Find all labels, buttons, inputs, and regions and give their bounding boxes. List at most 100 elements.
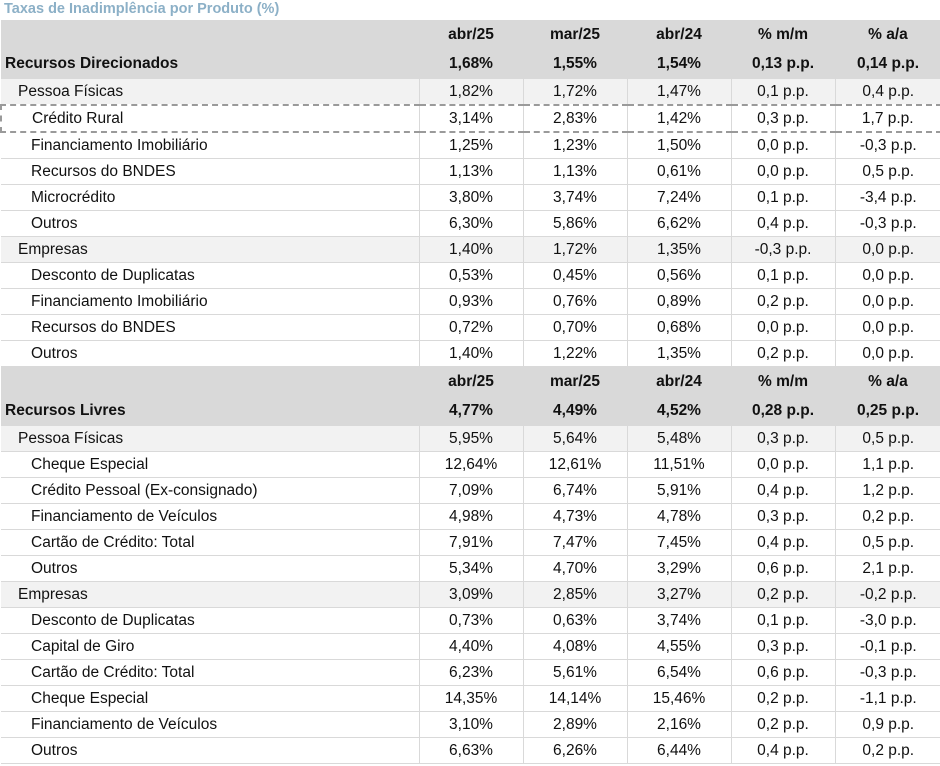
- table-row-value-1: 4,73%: [522, 503, 627, 530]
- table-row: Outros 1,40% 1,22% 1,35% 0,2 p.p. 0,0 p.p.: [1, 340, 940, 367]
- section-row-value-2: 4,52%: [627, 396, 731, 426]
- table-row-value-1: 4,08%: [522, 633, 627, 660]
- table-row-value-0: 0,53%: [418, 262, 523, 289]
- group-row-value-4: 0,0 p.p.: [834, 236, 940, 263]
- section-row-value-3: 0,28 p.p.: [731, 396, 835, 426]
- table-row: Recursos do BNDES 0,72% 0,70% 0,68% 0,0 p.p.…: [1, 314, 940, 341]
- table-row-value-3: 0,3 p.p.: [730, 633, 835, 660]
- table-row-label: Outros: [1, 340, 419, 367]
- section-row-value-0: 1,68%: [419, 49, 523, 79]
- group-row-value-4: 0,4 p.p.: [834, 79, 940, 106]
- table-row-value-2: 4,55%: [626, 633, 731, 660]
- column-header-row-value-1: mar/25: [523, 366, 627, 396]
- table-row-value-2: 6,54%: [626, 659, 731, 686]
- table-row-value-4: 0,2 p.p.: [834, 737, 940, 764]
- table-row-value-2: 11,51%: [626, 451, 731, 478]
- table-row-value-4: -0,1 p.p.: [834, 633, 940, 660]
- table-row-value-4: 0,5 p.p.: [834, 158, 940, 185]
- section-row-value-1: 1,55%: [523, 49, 627, 79]
- group-row-value-2: 1,35%: [626, 236, 731, 263]
- default-rates-table: abr/25 mar/25 abr/24% m/m% a/a Recursos Dir…: [0, 20, 940, 764]
- table-row-value-3: 0,1 p.p.: [730, 184, 835, 211]
- table-row-value-0: 3,80%: [418, 184, 523, 211]
- table-row: Desconto de Duplicatas 0,53% 0,45% 0,56% 0,1…: [1, 262, 940, 289]
- table-row-value-0: 4,40%: [418, 633, 523, 660]
- table-row-value-1: 1,23%: [522, 132, 627, 159]
- column-header-row-value-3: % m/m: [731, 20, 835, 49]
- group-row-label: Pessoa Físicas: [1, 79, 419, 106]
- table-row-value-1: 2,83%: [522, 104, 627, 133]
- group-row-label: Empresas: [1, 581, 419, 608]
- table-row-value-3: 0,2 p.p.: [730, 340, 835, 367]
- table-row-label: Financiamento Imobiliário: [1, 288, 419, 315]
- table-row: Microcrédito 3,80% 3,74% 7,24% 0,1 p.p. -3,4 …: [1, 184, 940, 211]
- column-header-row-label: [1, 366, 419, 396]
- table-row-label: Cheque Especial: [1, 685, 419, 712]
- table-row-value-4: -0,3 p.p.: [834, 659, 940, 686]
- table-row: Outros 5,34% 4,70% 3,29% 0,6 p.p. 2,1 p.p.: [1, 555, 940, 582]
- table-row-value-1: 5,86%: [522, 210, 627, 237]
- table-row-value-3: 0,4 p.p.: [730, 477, 835, 504]
- group-row-value-3: 0,3 p.p.: [730, 426, 835, 452]
- table-row-label: Financiamento de Veículos: [1, 711, 419, 738]
- group-row-value-2: 3,27%: [626, 581, 731, 608]
- table-row: Cheque Especial 12,64% 12,61% 11,51% 0,0 p.p…: [1, 451, 940, 478]
- table-row-value-0: 0,73%: [418, 607, 523, 634]
- section-row-value-4: 0,25 p.p.: [835, 396, 940, 426]
- table-row-value-0: 6,30%: [418, 210, 523, 237]
- table-row-value-4: 0,5 p.p.: [834, 529, 940, 556]
- table-row: Capital de Giro 4,40% 4,08% 4,55% 0,3 p.p. -0…: [1, 633, 940, 660]
- table-row-value-1: 12,61%: [522, 451, 627, 478]
- table-row-label: Recursos do BNDES: [1, 314, 419, 341]
- table-row-value-4: -0,3 p.p.: [834, 132, 940, 159]
- column-header-row-value-2: abr/24: [627, 366, 731, 396]
- table-row-value-1: 0,76%: [522, 288, 627, 315]
- table-row: Financiamento de Veículos 4,98% 4,73% 4,78%…: [1, 503, 940, 530]
- table-row: Desconto de Duplicatas 0,73% 0,63% 3,74% 0,1…: [1, 607, 940, 634]
- group-row-value-4: -0,2 p.p.: [834, 581, 940, 608]
- table-row-value-3: 0,2 p.p.: [730, 685, 835, 712]
- group-row: Empresas 1,40% 1,72% 1,35% -0,3 p.p. 0,0 p.p.: [1, 236, 940, 263]
- table-row-label: Outros: [1, 555, 419, 582]
- group-row-label: Empresas: [1, 236, 419, 263]
- table-row-value-3: 0,2 p.p.: [730, 711, 835, 738]
- table-body: abr/25 mar/25 abr/24% m/m% a/a Recursos Dir…: [0, 20, 940, 764]
- column-header-row-value-3: % m/m: [731, 366, 835, 396]
- table-row: Cartão de Crédito: Total 7,91% 7,47% 7,45% 0…: [1, 529, 940, 556]
- table-row-value-0: 7,91%: [418, 529, 523, 556]
- section-row-value-4: 0,14 p.p.: [835, 49, 940, 79]
- table-row-value-2: 6,44%: [626, 737, 731, 764]
- table-row-label: Financiamento Imobiliário: [1, 132, 419, 159]
- table-row-label: Recursos do BNDES: [1, 158, 419, 185]
- table-row-value-4: -3,0 p.p.: [834, 607, 940, 634]
- group-row-value-0: 1,82%: [418, 79, 523, 106]
- table-row-value-3: 0,4 p.p.: [730, 529, 835, 556]
- table-row-value-3: 0,2 p.p.: [730, 288, 835, 315]
- table-row-value-0: 6,63%: [418, 737, 523, 764]
- column-header-row-value-0: abr/25: [419, 366, 523, 396]
- table-row-label: Crédito Rural: [0, 104, 419, 133]
- table-row-label: Cheque Especial: [1, 451, 419, 478]
- group-row-value-0: 5,95%: [418, 426, 523, 452]
- table-row-value-4: 1,1 p.p.: [834, 451, 940, 478]
- table-row-value-1: 7,47%: [522, 529, 627, 556]
- table-row-value-2: 5,91%: [626, 477, 731, 504]
- table-row-label: Desconto de Duplicatas: [1, 607, 419, 634]
- table-row-value-4: 0,9 p.p.: [834, 711, 940, 738]
- column-header-row-value-0: abr/25: [419, 20, 523, 49]
- group-row-value-1: 5,64%: [522, 426, 627, 452]
- group-row-value-2: 5,48%: [626, 426, 731, 452]
- table-row-label: Cartão de Crédito: Total: [1, 529, 419, 556]
- column-header-row-value-4: % a/a: [835, 366, 940, 396]
- table-row-value-4: 0,0 p.p.: [834, 340, 940, 367]
- table-row-value-4: -1,1 p.p.: [834, 685, 940, 712]
- table-row-value-2: 0,56%: [626, 262, 731, 289]
- table-row-value-1: 3,74%: [522, 184, 627, 211]
- table-row: Cheque Especial 14,35% 14,14% 15,46% 0,2 p.p…: [1, 685, 940, 712]
- table-row-value-0: 3,14%: [418, 104, 523, 133]
- table-row-value-1: 6,26%: [522, 737, 627, 764]
- table-row-value-2: 7,45%: [626, 529, 731, 556]
- column-header-row-value-1: mar/25: [523, 20, 627, 49]
- table-row-value-4: -3,4 p.p.: [834, 184, 940, 211]
- table-row: Crédito Rural 3,14% 2,83% 1,42% 0,3 p.p. 1,7 …: [0, 104, 940, 133]
